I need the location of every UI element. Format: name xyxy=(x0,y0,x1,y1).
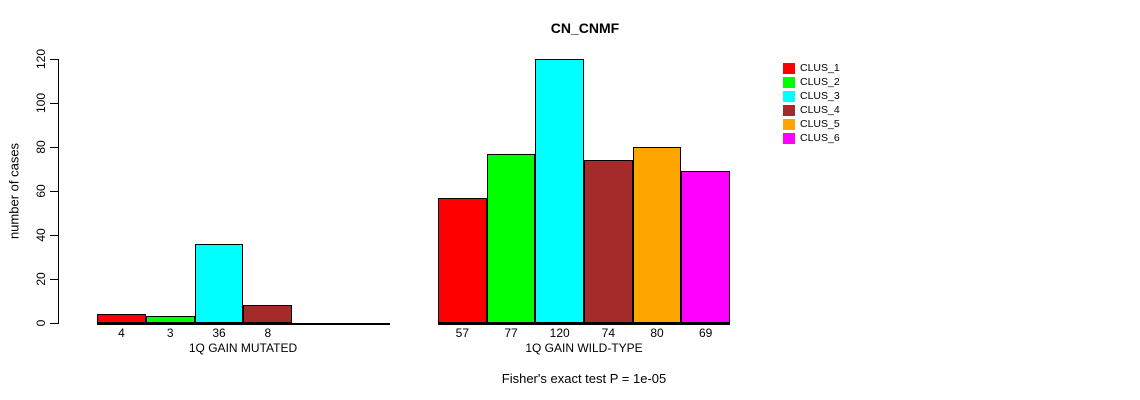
bar-value-label: 120 xyxy=(549,326,570,340)
legend-label: CLUS_5 xyxy=(800,118,840,130)
legend-label: CLUS_2 xyxy=(800,76,840,88)
bar-value-label: 74 xyxy=(601,326,616,340)
legend-item: CLUS_4 xyxy=(783,105,840,116)
bar-clus_6 xyxy=(681,171,730,323)
bar-value-label: 80 xyxy=(650,326,664,340)
y-axis-tick xyxy=(50,235,58,236)
y-axis-tick-label: 0 xyxy=(34,319,48,327)
legend-item: CLUS_1 xyxy=(783,63,840,74)
bar-clus_2 xyxy=(486,153,536,323)
legend-label: CLUS_3 xyxy=(800,90,840,102)
legend-item: CLUS_2 xyxy=(783,77,840,88)
bar-clus_3 xyxy=(194,243,244,323)
legend-swatch xyxy=(783,105,795,116)
y-axis-tick-label: 100 xyxy=(34,92,48,114)
bar-value-label: 3 xyxy=(166,326,174,340)
bar-clus_4 xyxy=(243,305,293,323)
y-axis-label: number of cases xyxy=(6,142,22,240)
y-axis-line xyxy=(58,59,59,324)
bar-clus_5 xyxy=(632,147,682,323)
y-axis-tick xyxy=(50,59,58,60)
bar-value-label: 8 xyxy=(264,326,272,340)
legend-swatch xyxy=(783,91,795,102)
bar-value-label: 36 xyxy=(212,326,226,340)
bar-clus_2 xyxy=(145,316,195,323)
bar-value-label: 77 xyxy=(504,326,518,340)
x-axis-line xyxy=(438,323,731,325)
legend-label: CLUS_6 xyxy=(800,132,840,144)
legend-item: CLUS_3 xyxy=(783,91,840,102)
bar-clus_3 xyxy=(535,59,584,323)
legend-item: CLUS_5 xyxy=(783,119,840,130)
y-axis-tick-label: 80 xyxy=(34,140,48,154)
y-axis-tick xyxy=(50,191,58,192)
stat-annotation: Fisher's exact test P = 1e-05 xyxy=(501,371,667,386)
bar-value-label: 4 xyxy=(118,326,125,340)
y-axis-tick xyxy=(50,323,58,324)
bar-clus_1 xyxy=(97,314,146,323)
y-axis-tick-label: 60 xyxy=(34,184,48,198)
y-axis-tick-label: 120 xyxy=(34,48,48,70)
bar-clus_1 xyxy=(438,197,487,323)
y-axis-tick-label: 40 xyxy=(34,228,48,242)
y-axis-tick xyxy=(50,147,58,148)
bar-clus_4 xyxy=(584,160,633,323)
x-axis-label-wild-type: 1Q GAIN WILD-TYPE xyxy=(525,341,643,355)
bar-value-label: 57 xyxy=(455,326,470,340)
legend-label: CLUS_4 xyxy=(800,104,840,116)
y-axis-tick xyxy=(50,279,58,280)
legend-swatch xyxy=(783,133,795,144)
legend-swatch xyxy=(783,63,795,74)
bar-value-label: 69 xyxy=(698,326,713,340)
chart-title: CN_CNMF xyxy=(550,20,620,36)
x-axis-label-mutated: 1Q GAIN MUTATED xyxy=(188,341,298,355)
legend-swatch xyxy=(783,119,795,130)
legend-swatch xyxy=(783,77,795,88)
y-axis-tick-label: 20 xyxy=(34,272,48,286)
legend-item: CLUS_6 xyxy=(783,133,840,144)
y-axis-tick xyxy=(50,103,58,104)
legend-label: CLUS_1 xyxy=(800,62,840,74)
x-axis-line xyxy=(97,323,390,325)
